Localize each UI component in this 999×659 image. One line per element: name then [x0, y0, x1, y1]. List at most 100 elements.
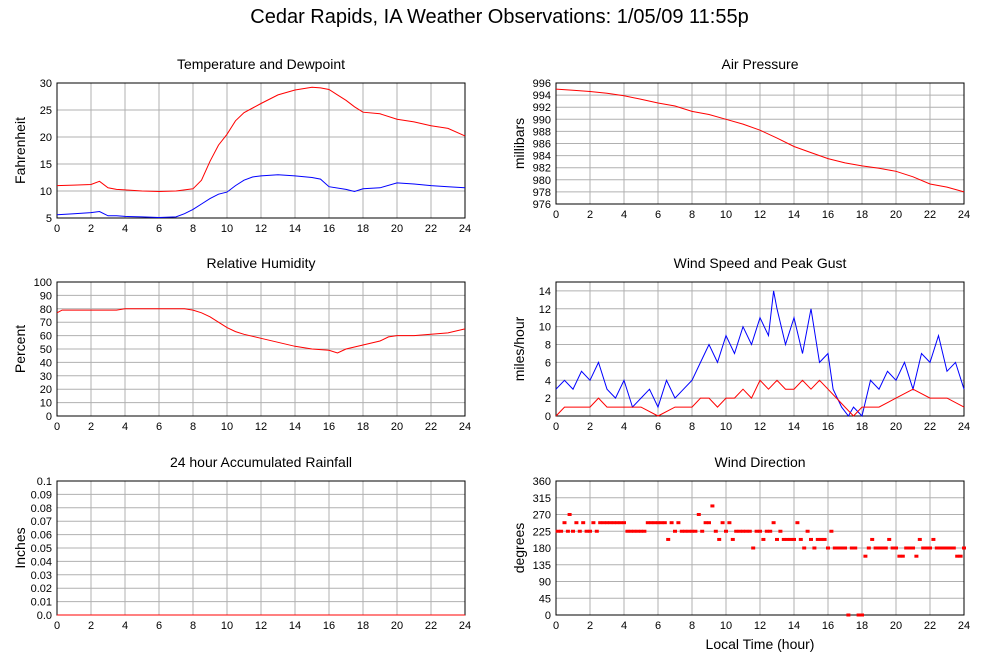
x-tick-label: 0 — [54, 223, 60, 235]
x-tick-label: 18 — [357, 620, 369, 632]
y-tick-label: 6 — [545, 357, 551, 369]
x-tick-label: 16 — [822, 421, 834, 433]
data-point — [768, 529, 773, 533]
y-tick-label: 982 — [533, 163, 551, 175]
y-axis-label: degrees — [511, 523, 527, 574]
data-point — [758, 529, 762, 533]
x-tick-label: 18 — [856, 620, 868, 632]
data-point — [945, 546, 949, 550]
data-point — [822, 537, 827, 541]
x-tick-label: 6 — [156, 620, 162, 632]
data-point — [792, 537, 796, 541]
y-tick-label: 988 — [533, 126, 551, 138]
x-tick-label: 2 — [88, 620, 94, 632]
x-tick-label: 16 — [323, 223, 335, 235]
data-point — [673, 529, 677, 533]
x-tick-label: 0 — [54, 421, 60, 433]
data-point — [713, 529, 718, 533]
y-tick-label: 0.01 — [31, 597, 52, 609]
x-tick-label: 10 — [720, 421, 732, 433]
y-tick-label: 0.0 — [37, 610, 52, 622]
y-tick-label: 0.04 — [31, 556, 52, 568]
y-tick-label: 135 — [533, 560, 551, 572]
y-tick-label: 990 — [533, 114, 551, 126]
x-tick-label: 14 — [289, 421, 301, 433]
x-tick-label: 20 — [890, 209, 902, 221]
data-point — [890, 546, 895, 550]
data-point — [941, 546, 946, 550]
chart-title: Wind Speed and Peak Gust — [674, 255, 847, 271]
x-tick-label: 18 — [357, 223, 369, 235]
data-point — [555, 529, 560, 533]
y-tick-label: 0.1 — [37, 476, 52, 488]
x-tick-label: 12 — [255, 223, 267, 235]
data-point — [608, 521, 613, 525]
x-tick-label: 0 — [553, 421, 559, 433]
x-tick-label: 6 — [655, 620, 661, 632]
data-point — [611, 521, 616, 525]
y-tick-label: 10 — [40, 398, 52, 410]
data-point — [659, 521, 664, 525]
x-tick-label: 4 — [122, 620, 128, 632]
y-tick-label: 992 — [533, 102, 551, 114]
y-tick-label: 0.09 — [31, 489, 52, 501]
x-tick-label: 14 — [289, 620, 301, 632]
x-tick-label: 0 — [54, 620, 60, 632]
data-point — [856, 613, 861, 617]
data-point — [873, 546, 878, 550]
series-line — [56, 86, 466, 193]
x-tick-label: 14 — [788, 421, 800, 433]
x-tick-label: 10 — [221, 421, 233, 433]
data-point — [591, 521, 596, 525]
x-tick-label: 6 — [156, 223, 162, 235]
data-point — [662, 521, 667, 525]
data-point — [866, 546, 871, 550]
data-point — [805, 529, 810, 533]
x-tick-label: 24 — [459, 223, 471, 235]
data-point — [669, 521, 674, 525]
y-tick-label: 0 — [545, 411, 551, 423]
data-point — [761, 537, 766, 541]
x-tick-label: 22 — [924, 421, 936, 433]
y-tick-label: 30 — [40, 78, 52, 90]
x-tick-label: 18 — [357, 421, 369, 433]
y-tick-label: 25 — [40, 105, 52, 117]
data-point — [751, 546, 756, 550]
data-point — [703, 521, 708, 525]
chart-title: Temperature and Dewpoint — [177, 56, 345, 72]
y-tick-label: 14 — [539, 286, 551, 298]
x-tick-label: 10 — [221, 223, 233, 235]
y-tick-label: 976 — [533, 199, 551, 211]
data-point — [863, 554, 868, 558]
y-tick-label: 20 — [40, 132, 52, 144]
x-tick-label: 22 — [425, 223, 437, 235]
y-tick-label: 978 — [533, 187, 551, 199]
x-tick-label: 8 — [689, 209, 695, 221]
x-tick-label: 4 — [621, 421, 627, 433]
data-point — [574, 521, 579, 525]
y-tick-label: 986 — [533, 139, 551, 151]
data-point — [819, 537, 824, 541]
x-tick-label: 2 — [587, 620, 593, 632]
series-line — [56, 308, 466, 354]
data-point — [839, 546, 844, 550]
data-point — [955, 554, 960, 558]
y-tick-label: 0.07 — [31, 516, 52, 528]
data-point — [846, 613, 851, 617]
data-point — [584, 529, 589, 533]
x-tick-label: 8 — [689, 620, 695, 632]
x-tick-label: 10 — [720, 620, 732, 632]
data-point — [581, 521, 586, 525]
data-point — [754, 529, 759, 533]
x-tick-label: 16 — [822, 209, 834, 221]
series-line — [555, 88, 965, 193]
chart-title: Relative Humidity — [207, 255, 316, 271]
chart-title: 24 hour Accumulated Rainfall — [170, 454, 352, 470]
data-point — [907, 546, 912, 550]
plot-frame — [555, 281, 965, 417]
data-point — [802, 546, 807, 550]
